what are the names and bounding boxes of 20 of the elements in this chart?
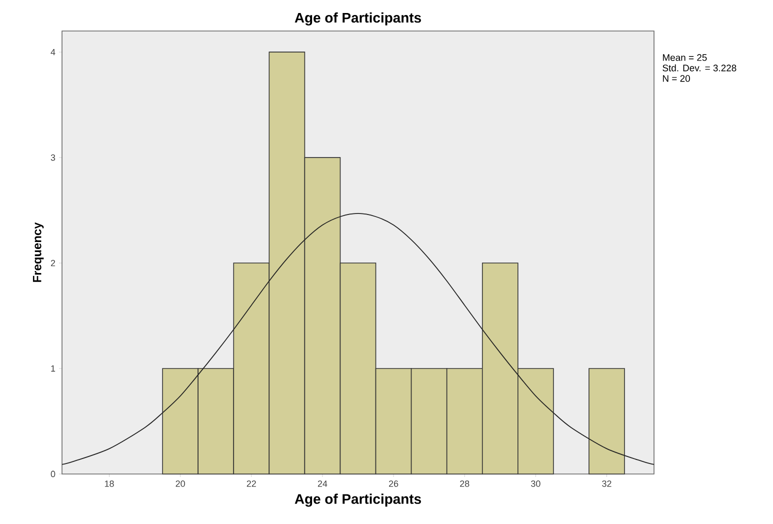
x-tick-label: 26 xyxy=(389,480,398,487)
y-tick-label: 1 xyxy=(51,365,56,372)
text: Mean = 25 xyxy=(662,54,707,61)
text: N = 20 xyxy=(662,75,690,82)
x-axis-title: Age of Participants xyxy=(294,494,421,507)
x-tick-label: 22 xyxy=(246,480,256,487)
x-tick-label: 24 xyxy=(318,480,328,487)
x-tick-label: 30 xyxy=(531,480,540,487)
y-tick-label: 4 xyxy=(50,48,56,56)
x-tick-label: 32 xyxy=(602,480,612,487)
x-tick-label: 28 xyxy=(460,480,470,487)
text: Std. Dev. = 3.228 xyxy=(662,64,736,72)
y-tick-label: 0 xyxy=(50,470,56,478)
line-series xyxy=(62,213,654,465)
x-tick-label: 20 xyxy=(176,480,185,487)
y-tick-label: 3 xyxy=(50,154,56,161)
x-tick-label: 18 xyxy=(104,480,114,487)
chart-title: Age of Participants xyxy=(294,12,421,26)
y-axis-title: Frequency xyxy=(32,222,44,282)
y-tick-label: 2 xyxy=(50,260,56,266)
